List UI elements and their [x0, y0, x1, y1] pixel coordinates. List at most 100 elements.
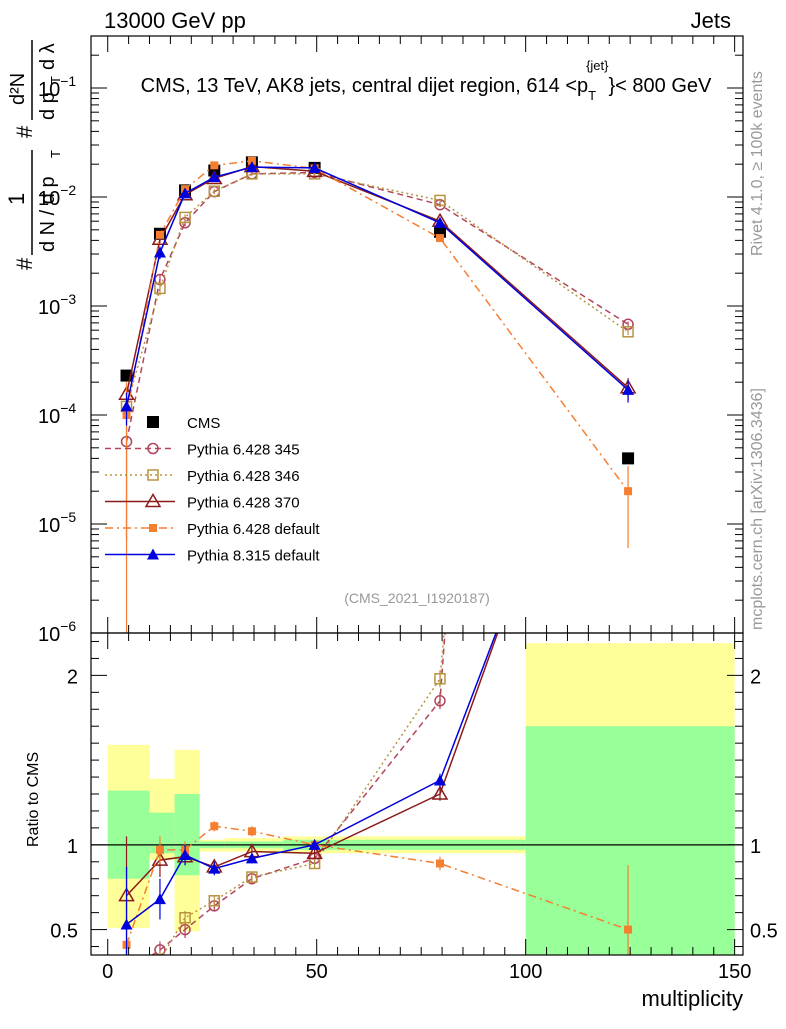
plot-title: CMS, 13 TeV, AK8 jets, central dijet reg…: [141, 58, 712, 103]
data-point: [210, 161, 219, 170]
legend-marker: [147, 469, 159, 481]
ratio-point: [624, 925, 633, 934]
legend-marker: [149, 524, 157, 532]
data-point: [308, 161, 321, 173]
plot-title-sub-T: T: [588, 88, 596, 103]
ratio-point: [306, 844, 323, 860]
source-label: mcplots.cern.ch [arXiv:1306.3436]: [749, 388, 766, 630]
ylabel-den-sub: T: [48, 150, 63, 158]
y-tick-label-exp: −5: [60, 509, 76, 525]
ratio-y-axis: 0.5 0.5 1 1 2 2: [50, 640, 778, 948]
legend-marker: [144, 493, 162, 508]
series-pythia-8-315-default: [120, 161, 635, 426]
plot-title-suffix: }< 800 GeV: [609, 75, 713, 97]
main-frame: [90, 35, 744, 634]
ratio-y-tick-label-left: 0.5: [50, 921, 78, 943]
data-point: [622, 452, 635, 465]
ratio-line: [125, 825, 629, 946]
x-tick-label: 50: [306, 961, 328, 983]
y-tick-label-exp: −6: [60, 618, 76, 634]
legend-item: CMS: [147, 415, 220, 432]
y-tick-label: 10−4: [38, 400, 76, 428]
data-point: [247, 156, 256, 165]
y-tick-label-base: 10: [38, 406, 60, 428]
band-green: [174, 794, 200, 876]
plot-title-sup-jet: {jet}: [586, 58, 609, 73]
y-tick-label-exp: −3: [60, 291, 76, 307]
main-plot: 10−610−510−410−310−210−1: [38, 35, 744, 646]
y-tick-label-base: 10: [38, 188, 60, 210]
legend: CMS Pythia 6.428 345 Pythia 6.428 346 Pythi…: [105, 415, 320, 565]
y-tick-label-exp: −1: [60, 73, 76, 89]
ratio-point: [434, 673, 446, 685]
data-point: [208, 171, 221, 183]
ratio-point: [435, 859, 444, 868]
ratio-point: [153, 893, 166, 905]
ratio-point: [431, 785, 449, 800]
legend-marker: [147, 548, 159, 560]
data-point: [433, 216, 446, 228]
ratio-point: [308, 838, 321, 850]
data-point: [434, 194, 446, 207]
process-label: 13000 GeV pp: [104, 8, 246, 33]
ylabel-hash2: #: [12, 125, 37, 138]
data-point: [120, 400, 133, 412]
y-tick-label: 10−3: [38, 291, 76, 319]
data-point: [176, 186, 194, 201]
ratio-point: [246, 871, 258, 883]
y-tick-label: 10−1: [38, 73, 76, 101]
legend-label: Pythia 6.428 345: [187, 442, 300, 459]
main-y-axis: 10−610−510−410−310−210−1: [38, 54, 743, 646]
data-point: [435, 234, 444, 243]
ratio-point: [208, 862, 221, 874]
data-point: [153, 246, 166, 258]
ratio-y-tick-label-right: 0.5: [750, 921, 778, 943]
x-tick-label: 100: [509, 961, 542, 983]
ratio-ylabel: Ratio to CMS: [25, 752, 42, 847]
series-line: [125, 171, 629, 442]
ratio-y-tick-label-right: 1: [750, 836, 761, 858]
legend-item: Pythia 6.428 default: [105, 521, 320, 538]
x-tick-label: 0: [102, 961, 113, 983]
legend-label: Pythia 6.428 370: [187, 495, 300, 512]
y-tick-label-exp: −2: [60, 182, 76, 198]
band-green: [525, 726, 735, 955]
y-tick-label-base: 10: [38, 297, 60, 319]
ratio-point: [155, 845, 164, 854]
series-line: [125, 173, 629, 407]
ratio-point: [120, 918, 133, 930]
series-pythia-6-428-346: [120, 168, 634, 416]
ratio-y-tick-label-right: 2: [750, 666, 761, 688]
y-tick-label-base: 10: [38, 515, 60, 537]
ratio-point: [433, 774, 446, 786]
legend-item: Pythia 6.428 370: [105, 493, 300, 512]
y-tick-label-base: 10: [38, 624, 60, 646]
data-point: [179, 211, 191, 224]
legend-item: Pythia 6.428 346: [105, 468, 300, 485]
legend-label: Pythia 6.428 default: [187, 521, 320, 538]
ratio-series-pythia-8-315-default: [120, 633, 497, 955]
ratio-point: [122, 958, 132, 968]
ylabel-dlambda: d λ: [37, 43, 59, 70]
ratio-point: [621, 262, 635, 274]
legend-marker: [147, 416, 159, 428]
ylabel-hash: #: [12, 257, 37, 270]
band-green: [107, 790, 150, 879]
ratio-point: [154, 954, 166, 955]
ratio-plot: 0.5 0.5 1 1 2 2 0 50 100 150: [50, 262, 778, 983]
data-point: [154, 282, 166, 295]
category-label: Jets: [691, 8, 731, 33]
legend-item: Pythia 6.428 345: [105, 442, 300, 459]
ratio-point: [122, 967, 132, 977]
data-point: [622, 383, 635, 395]
legend-item: Pythia 8.315 default: [105, 548, 320, 565]
x-tick-label: 150: [718, 961, 751, 983]
ratio-point: [245, 852, 258, 864]
data-point: [120, 369, 133, 382]
main-data-area: [118, 156, 637, 633]
series-line: [125, 165, 629, 395]
data-point: [205, 169, 223, 185]
data-point: [155, 230, 164, 239]
ratio-point: [247, 827, 256, 836]
